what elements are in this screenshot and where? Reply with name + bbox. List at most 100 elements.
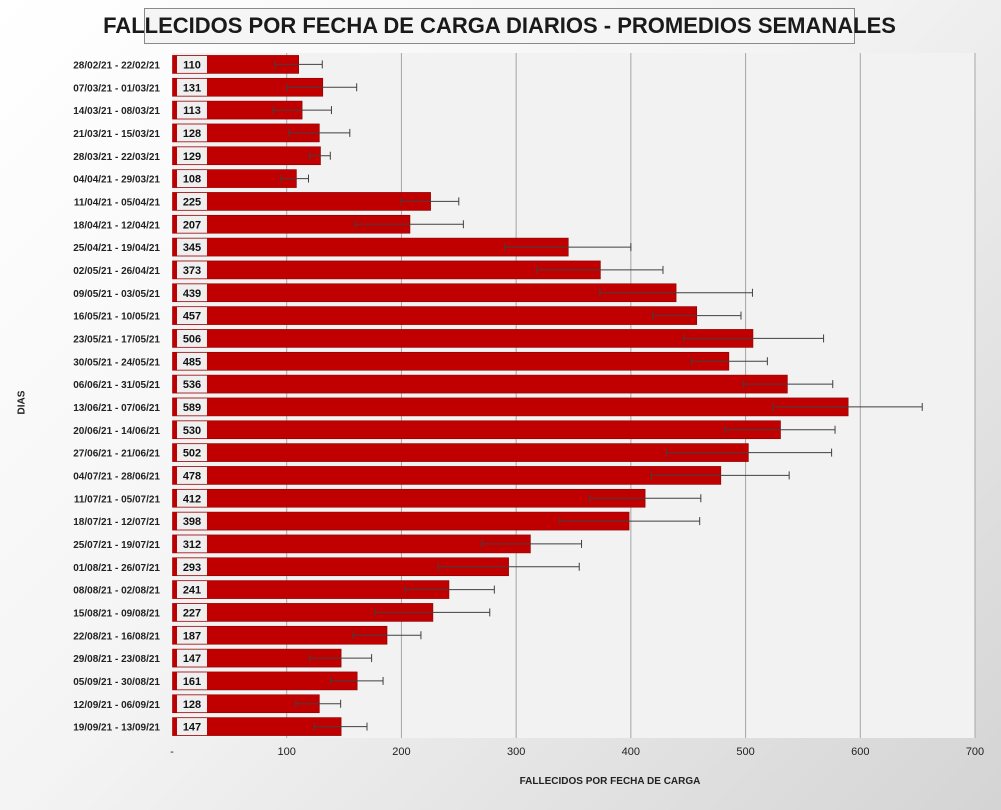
chart-title: FALLECIDOS POR FECHA DE CARGA DIARIOS - … — [103, 13, 896, 38]
category-label: 16/05/21 - 10/05/21 — [73, 312, 160, 323]
category-label: 09/05/21 - 03/05/21 — [73, 289, 160, 300]
data-label-box — [177, 512, 207, 530]
category-label: 28/03/21 - 22/03/21 — [73, 152, 160, 163]
bar — [172, 192, 431, 211]
data-label-box — [177, 101, 207, 119]
data-label: 128 — [183, 128, 201, 140]
data-label-box — [177, 581, 207, 599]
data-label-box — [177, 55, 207, 73]
bar — [172, 329, 754, 348]
bar — [172, 420, 781, 440]
y-axis-label: DIAS — [16, 390, 28, 415]
data-label: 131 — [183, 82, 201, 94]
data-label: 113 — [183, 105, 201, 117]
data-label: 439 — [183, 288, 201, 300]
category-label: 11/04/21 - 05/04/21 — [74, 197, 161, 208]
data-label-box — [177, 489, 207, 507]
bar — [172, 351, 730, 371]
category-label: 25/07/21 - 19/07/21 — [73, 540, 160, 551]
x-tick-label: 100 — [278, 746, 296, 758]
category-label: 05/09/21 - 30/08/21 — [73, 677, 160, 688]
data-label-box — [177, 695, 207, 713]
data-label: 536 — [183, 379, 201, 391]
data-label: 225 — [183, 196, 201, 208]
category-label: 21/03/21 - 15/03/21 — [73, 129, 160, 140]
category-label: 01/08/21 - 26/07/21 — [73, 563, 160, 574]
data-label: 241 — [183, 585, 201, 597]
data-label-box — [177, 147, 207, 165]
data-label-box — [177, 78, 207, 96]
data-label: 485 — [183, 356, 201, 368]
data-label-box — [177, 535, 207, 553]
plot-area — [172, 53, 975, 738]
bar — [172, 488, 646, 508]
x-tick-label: 300 — [507, 746, 525, 758]
data-label: 457 — [183, 311, 201, 323]
x-tick-label: 400 — [622, 746, 640, 758]
category-label: 02/05/21 - 26/04/21 — [73, 266, 160, 277]
category-label: 27/06/21 - 21/06/21 — [73, 449, 160, 460]
category-label: 14/03/21 - 08/03/21 — [73, 106, 160, 117]
category-label: 08/08/21 - 02/08/21 — [73, 586, 160, 597]
data-label-box — [177, 398, 207, 416]
data-label: 293 — [183, 562, 201, 574]
x-tick-label: 200 — [392, 746, 410, 758]
data-label: 128 — [183, 699, 201, 711]
data-label: 530 — [183, 425, 201, 437]
data-label-box — [177, 329, 207, 347]
data-label-box — [177, 375, 207, 393]
data-label-box — [177, 649, 207, 667]
x-axis-label: FALLECIDOS POR FECHA DE CARGA — [519, 776, 701, 787]
data-label: 187 — [183, 630, 201, 642]
data-label-box — [177, 603, 207, 621]
data-label-box — [177, 261, 207, 279]
data-label-box — [177, 558, 207, 576]
bar — [172, 443, 749, 462]
bar — [172, 466, 722, 485]
bar — [172, 534, 531, 554]
category-label: 11/07/21 - 05/07/21 — [74, 494, 161, 505]
category-label: 12/09/21 - 06/09/21 — [73, 700, 160, 711]
data-label: 161 — [183, 676, 201, 688]
data-label: 502 — [183, 448, 201, 460]
category-label: 06/06/21 - 31/05/21 — [73, 380, 160, 391]
data-label: 147 — [183, 653, 201, 665]
data-label-box — [177, 192, 207, 210]
data-label: 373 — [183, 265, 201, 277]
data-label: 506 — [183, 333, 201, 345]
category-label: 18/04/21 - 12/04/21 — [73, 220, 160, 231]
bar — [172, 397, 849, 417]
category-label: 13/06/21 - 07/06/21 — [73, 403, 160, 414]
x-tick-label: 700 — [966, 746, 984, 758]
bar — [172, 260, 601, 280]
category-label: 15/08/21 - 09/08/21 — [73, 608, 160, 619]
data-label: 207 — [183, 219, 201, 231]
data-label-box — [177, 284, 207, 302]
bar — [172, 374, 788, 394]
data-label: 412 — [183, 493, 201, 505]
category-label: 29/08/21 - 23/08/21 — [73, 654, 160, 665]
category-label: 22/08/21 - 16/08/21 — [73, 631, 160, 642]
data-label-box — [177, 215, 207, 233]
bar — [172, 306, 698, 325]
data-label: 129 — [183, 151, 201, 163]
data-label: 345 — [183, 242, 201, 254]
data-label-box — [177, 307, 207, 325]
x-tick-label: 500 — [736, 746, 754, 758]
category-label: 18/07/21 - 12/07/21 — [73, 517, 160, 528]
data-label: 227 — [183, 607, 201, 619]
data-label-box — [177, 466, 207, 484]
data-label: 398 — [183, 516, 201, 528]
data-label-box — [177, 626, 207, 644]
data-label: 478 — [183, 470, 201, 482]
category-label: 25/04/21 - 19/04/21 — [73, 243, 160, 254]
category-label: 28/02/21 - 22/02/21 — [73, 60, 160, 71]
category-label: 23/05/21 - 17/05/21 — [73, 334, 160, 345]
category-label: 20/06/21 - 14/06/21 — [73, 426, 160, 437]
data-label: 312 — [183, 539, 201, 551]
chart-title-box: FALLECIDOS POR FECHA DE CARGA DIARIOS - … — [103, 8, 896, 44]
data-label: 589 — [183, 402, 201, 414]
x-tick-label: 600 — [851, 746, 869, 758]
category-label: 19/09/21 - 13/09/21 — [73, 723, 160, 734]
